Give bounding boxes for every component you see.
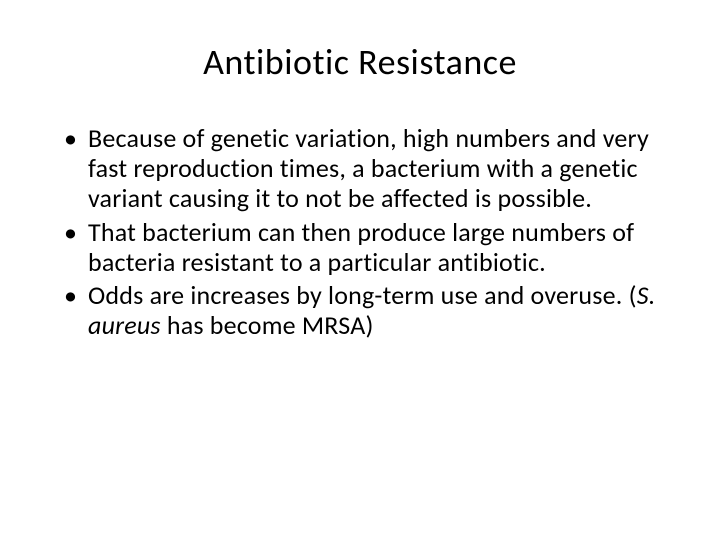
slide-container: Antibiotic Resistance Because of genetic… bbox=[0, 0, 720, 540]
bullet-list: Because of genetic variation, high numbe… bbox=[50, 124, 670, 341]
bullet-text-prefix: Odds are increases by long-term use and … bbox=[88, 279, 637, 311]
bullet-text-suffix: has become MRSA) bbox=[161, 309, 374, 341]
bullet-item: Odds are increases by long-term use and … bbox=[60, 281, 670, 341]
bullet-item: Because of genetic variation, high numbe… bbox=[60, 124, 670, 214]
slide-title: Antibiotic Resistance bbox=[50, 40, 670, 84]
bullet-item: That bacterium can then produce large nu… bbox=[60, 218, 670, 278]
